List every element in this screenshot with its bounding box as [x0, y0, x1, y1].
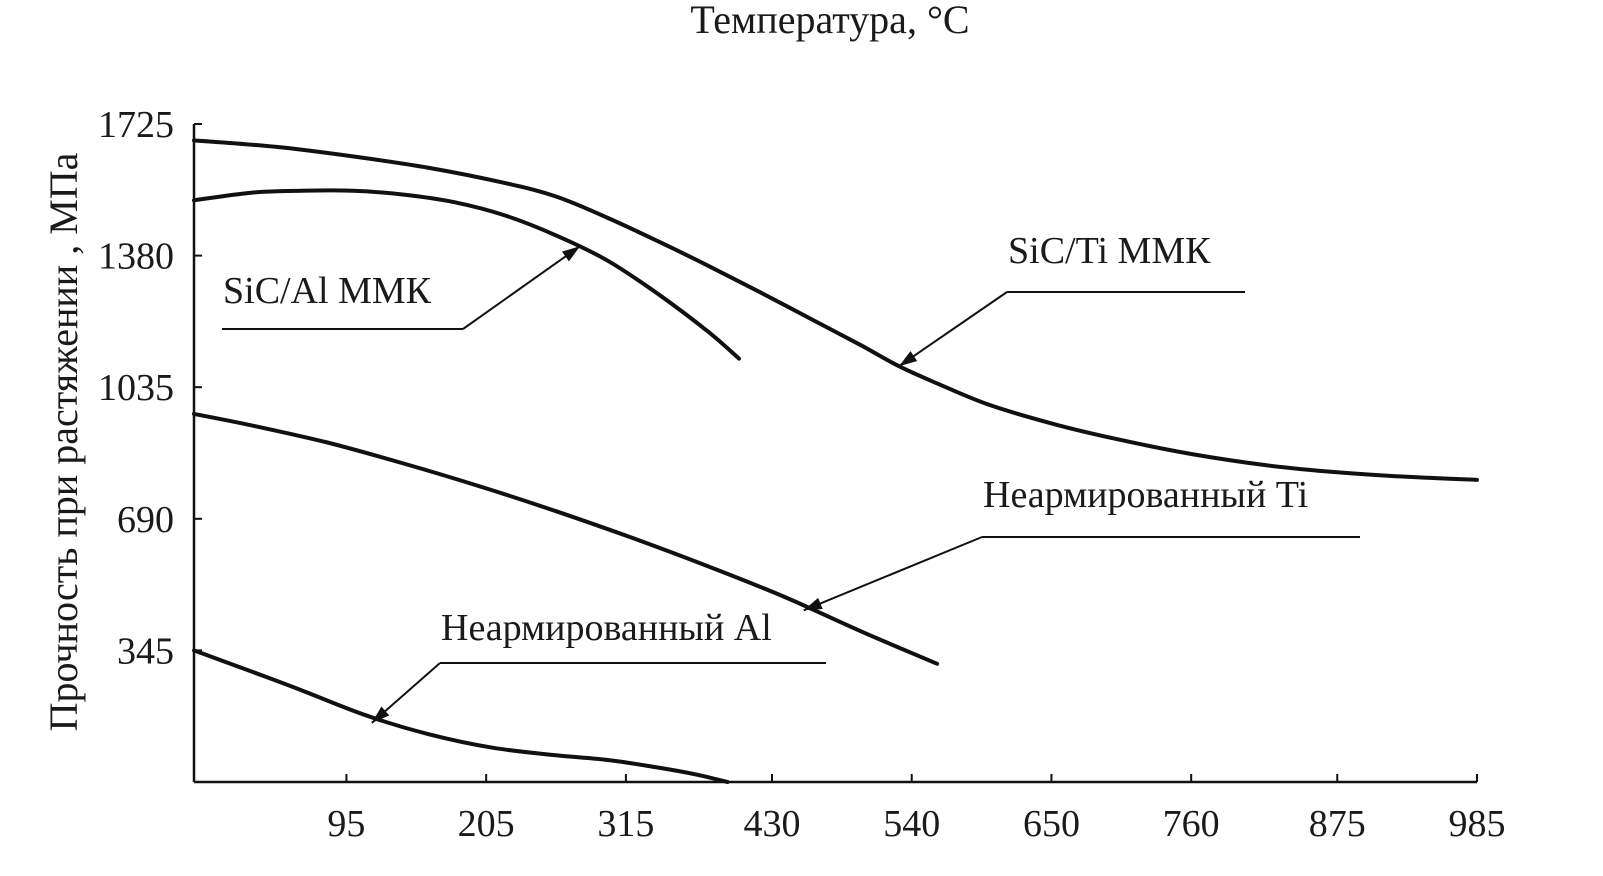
axes — [192, 124, 1477, 784]
series-label-leader — [462, 245, 581, 330]
x-tick-label: 315 — [597, 803, 654, 845]
series-label: Неармированный Al — [441, 607, 772, 649]
series-label-arrowhead — [562, 246, 581, 262]
x-tick-label: 430 — [743, 803, 800, 845]
y-axis-label: Прочность при растяжении , МПа — [41, 152, 86, 731]
series-label-arrowhead — [371, 706, 390, 723]
y-tick-label: 690 — [117, 499, 174, 541]
series-line-3 — [192, 648, 730, 784]
x-tick-label: 95 — [327, 803, 365, 845]
series-label-leader — [898, 291, 1008, 368]
y-ticks: 345 690 1035 1380 1725 — [98, 104, 202, 672]
y-tick-label: 1035 — [98, 367, 174, 409]
series-label-arrowhead — [899, 351, 918, 367]
series-annotations: SiC/Ti ММК SiC/Al ММК Неармированный Ti Неа… — [222, 230, 1360, 724]
series-label: Неармированный Ti — [983, 474, 1308, 516]
x-tick-label: 650 — [1023, 803, 1080, 845]
series-label: SiC/Ti ММК — [1008, 230, 1211, 272]
x-tick-label: 540 — [883, 803, 940, 845]
y-tick-label: 1725 — [98, 104, 174, 146]
x-tick-label: 985 — [1449, 803, 1506, 845]
x-tick-label: 760 — [1163, 803, 1220, 845]
series-line-1 — [192, 188, 741, 361]
chart-title: Температура, °C — [690, 0, 969, 42]
series-label-arrowhead — [803, 597, 823, 611]
x-tick-label: 875 — [1309, 803, 1366, 845]
x-tick-label: 205 — [458, 803, 515, 845]
series-line-2 — [192, 411, 940, 666]
series-line-0 — [192, 138, 1479, 482]
series-lines — [192, 138, 1479, 784]
y-tick-label: 1380 — [98, 236, 174, 278]
series-label-leader — [803, 536, 983, 612]
x-ticks: 95 205 315 430 540 650 760 875 985 — [327, 774, 1506, 845]
series-label: SiC/Al ММК — [223, 270, 432, 312]
y-tick-label: 345 — [117, 630, 174, 672]
